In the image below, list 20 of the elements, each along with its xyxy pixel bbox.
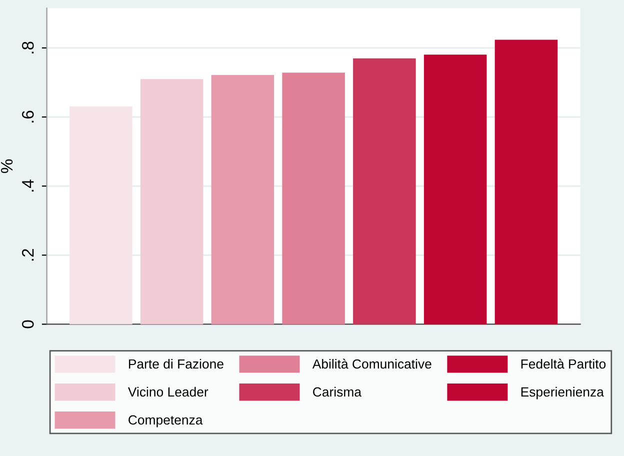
- y-axis-title: %: [0, 159, 13, 174]
- legend-label: Abilità Comunicative: [312, 358, 432, 369]
- legend-label: Competenza: [128, 415, 203, 428]
- y-tick-label: .4: [22, 180, 34, 192]
- legend-label: Parte di Fazione: [128, 358, 224, 369]
- y-tick-label: .6: [22, 110, 34, 122]
- legend-label: Esperienienza: [521, 386, 604, 400]
- y-tick-label: 0: [22, 320, 34, 328]
- bar: [282, 72, 345, 324]
- legend-label: Carisma: [313, 386, 362, 397]
- bar: [140, 79, 204, 324]
- bar: [424, 54, 487, 324]
- y-tick-label: .2: [22, 249, 34, 261]
- bar: [494, 40, 558, 324]
- bar: [211, 75, 274, 324]
- y-tick-label: .8: [22, 42, 34, 54]
- bar: [70, 106, 132, 324]
- legend-label: Fedeltà Partito: [521, 358, 606, 369]
- bar: [353, 58, 416, 324]
- legend-label: Vicino Leader: [128, 386, 208, 397]
